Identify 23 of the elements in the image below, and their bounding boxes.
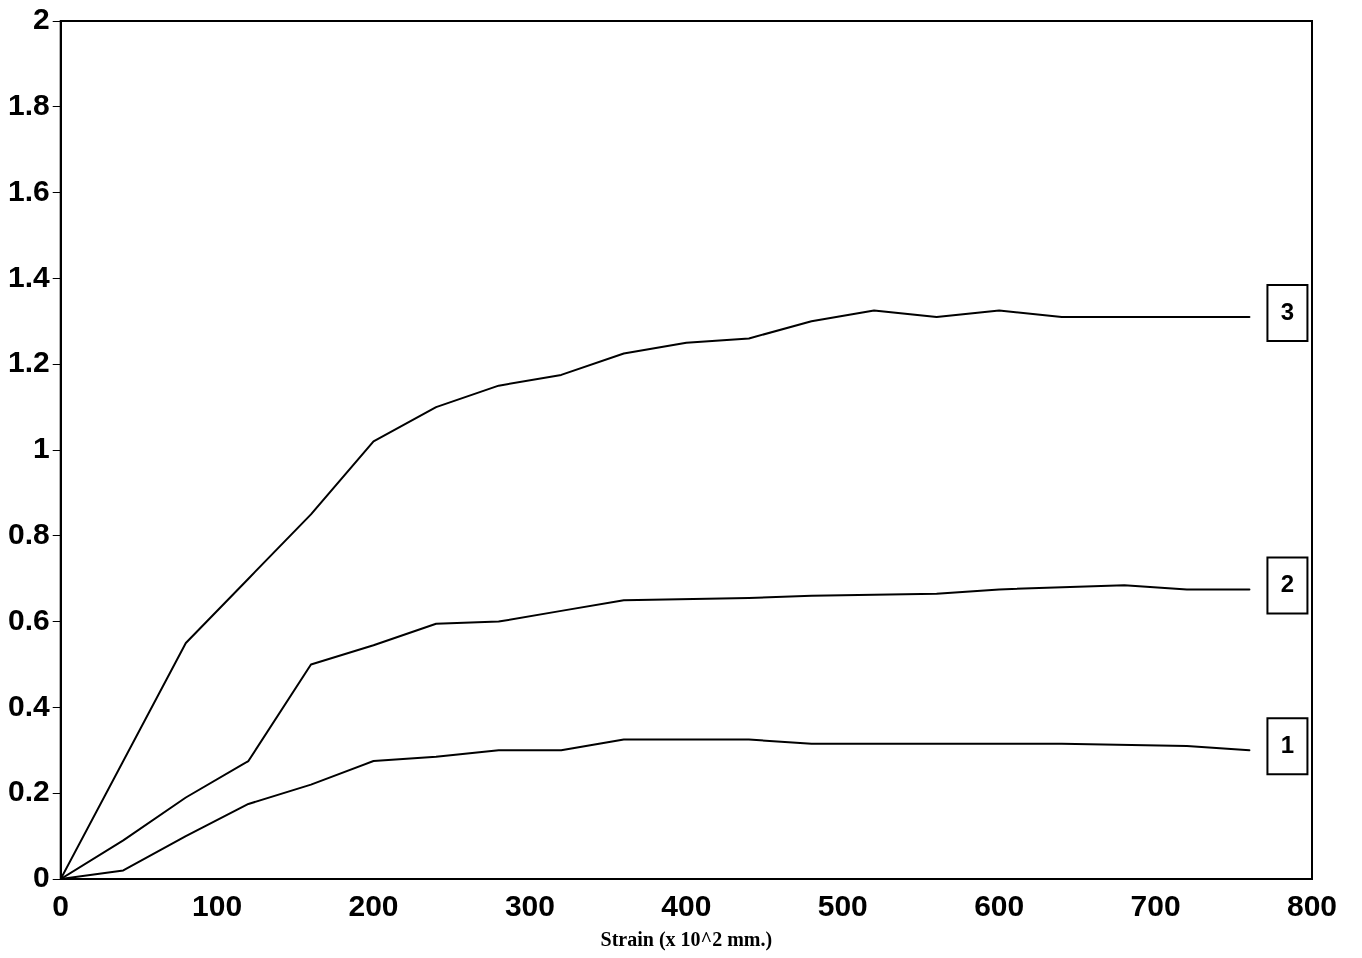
y-tick-label: 0.8 — [7, 517, 50, 551]
x-tick-label: 200 — [348, 889, 399, 923]
series-label: 1 — [1280, 730, 1295, 758]
y-tick-label: 1 — [33, 431, 50, 465]
y-tick-label: 1.4 — [7, 259, 50, 293]
series-label: 3 — [1280, 297, 1295, 325]
x-tick-label: 300 — [504, 889, 555, 923]
y-tick-label: 0 — [33, 860, 50, 894]
x-tick-label: 600 — [974, 889, 1025, 923]
x-tick-label: 100 — [192, 889, 243, 923]
y-tick-label: 1.8 — [7, 88, 50, 122]
x-tick-label: 800 — [1286, 889, 1338, 923]
x-axis-title: Strain (x 10^2 mm.) — [600, 928, 773, 952]
y-tick-label: 0.6 — [7, 602, 50, 636]
y-tick-label: 2 — [33, 2, 50, 36]
y-tick-label: 0.2 — [7, 774, 50, 808]
series-label: 2 — [1280, 570, 1295, 598]
x-tick-label: 700 — [1130, 889, 1181, 923]
y-tick-label: 1.6 — [7, 173, 50, 207]
x-tick-label: 500 — [817, 889, 868, 923]
y-tick-label: 1.2 — [7, 345, 50, 379]
y-tick-label: 0.4 — [7, 688, 50, 722]
x-tick-label: 400 — [661, 889, 712, 923]
